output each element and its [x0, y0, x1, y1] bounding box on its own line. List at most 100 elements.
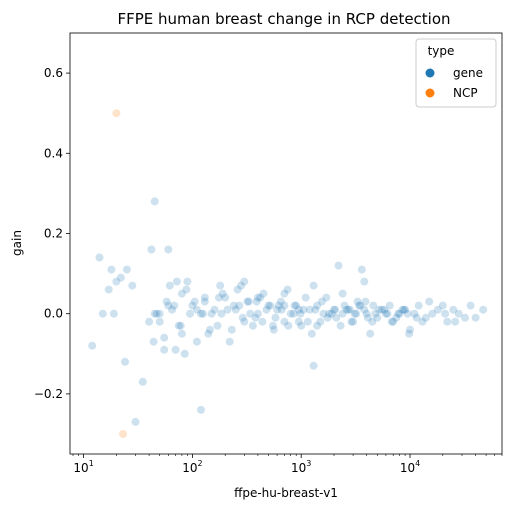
x-tick-label: 101	[73, 459, 93, 475]
data-point-gene	[401, 305, 410, 314]
data-point-gene	[221, 293, 230, 302]
data-point-gene	[385, 301, 394, 310]
data-point-gene	[214, 293, 223, 302]
data-point-gene	[183, 277, 192, 286]
data-point-gene	[274, 301, 283, 310]
data-point-gene	[392, 313, 401, 322]
data-point-gene	[332, 313, 341, 322]
data-point-gene	[88, 341, 97, 350]
data-point-gene	[387, 317, 396, 326]
data-point-gene	[381, 309, 390, 318]
data-point-gene	[277, 305, 286, 314]
data-point-gene	[313, 301, 322, 310]
data-point-gene	[290, 301, 299, 310]
data-point-gene	[155, 309, 164, 318]
data-point-gene	[145, 317, 154, 326]
data-point-gene	[433, 305, 442, 314]
y-tick-label: 0.0	[44, 307, 63, 321]
data-point-gene	[322, 293, 331, 302]
data-point-gene	[259, 289, 268, 298]
data-point-gene	[160, 333, 169, 342]
data-point-gene	[258, 317, 267, 326]
data-point-gene	[400, 305, 408, 314]
data-point-gene	[336, 321, 345, 330]
data-point-gene	[375, 305, 384, 314]
data-point-gene	[164, 245, 173, 254]
data-point-gene	[313, 321, 322, 330]
data-point-gene	[229, 301, 238, 310]
data-point-gene	[253, 309, 262, 318]
data-point-gene	[289, 309, 298, 318]
y-tick-label: −0.2	[34, 387, 63, 401]
data-point-gene	[251, 313, 260, 322]
data-point-gene	[357, 265, 366, 274]
data-point-gene	[246, 309, 255, 318]
data-point-gene	[256, 293, 265, 302]
data-point-gene	[238, 313, 247, 322]
data-point-gene	[418, 317, 427, 326]
data-point-gene	[395, 309, 404, 318]
data-point-gene	[403, 309, 412, 318]
data-point-gene	[253, 293, 262, 302]
data-point-gene	[454, 309, 463, 318]
data-point-gene	[207, 309, 216, 318]
data-point-gene	[405, 329, 414, 338]
data-point-gene	[197, 405, 205, 414]
data-point-gene	[305, 305, 314, 314]
data-point-gene	[227, 325, 236, 334]
data-point-gene	[317, 297, 326, 306]
data-point-gene	[150, 309, 159, 318]
data-point-gene	[172, 277, 181, 286]
data-point-gene	[122, 265, 131, 274]
data-point-gene	[95, 253, 104, 262]
data-point-gene	[240, 277, 249, 286]
data-point-gene	[152, 309, 161, 318]
data-point-gene	[362, 309, 371, 318]
data-point-gene	[461, 313, 469, 322]
data-points	[88, 109, 488, 438]
data-point-gene	[213, 321, 222, 330]
data-point-gene	[479, 305, 488, 314]
data-point-gene	[177, 289, 186, 298]
data-point-gene	[394, 309, 403, 318]
data-point-gene	[344, 305, 353, 314]
data-point-gene	[192, 305, 201, 314]
data-point-gene	[466, 301, 475, 310]
data-point-gene	[204, 329, 213, 338]
data-point-gene	[355, 301, 364, 310]
data-point-gene	[266, 301, 275, 310]
data-point-gene	[171, 345, 180, 354]
x-axis-label: ffpe-hu-breast-v1	[234, 486, 338, 500]
data-point-gene	[297, 321, 306, 330]
data-point-gene	[150, 197, 159, 206]
data-point-gene	[311, 305, 320, 314]
data-point-gene	[299, 305, 308, 314]
data-point-gene	[352, 309, 361, 318]
data-point-ncp	[112, 109, 121, 118]
data-point-gene	[428, 309, 437, 318]
data-point-gene	[414, 301, 423, 310]
data-point-gene	[217, 309, 226, 318]
data-point-gene	[438, 301, 447, 310]
data-point-gene	[350, 309, 359, 318]
data-point-gene	[200, 293, 209, 302]
data-point-gene	[165, 281, 174, 290]
data-point-gene	[160, 345, 169, 354]
y-tick-label: 0.2	[44, 227, 63, 241]
data-point-gene	[197, 309, 205, 318]
data-point-gene	[383, 309, 392, 318]
data-point-gene	[109, 309, 118, 318]
data-point-gene	[338, 289, 347, 298]
data-point-gene	[280, 317, 289, 326]
data-point-gene	[233, 285, 242, 294]
data-point-gene	[323, 313, 332, 322]
data-point-gene	[271, 313, 280, 322]
legend: type gene NCP	[415, 38, 497, 108]
data-point-gene	[284, 321, 293, 330]
data-point-gene	[360, 277, 369, 286]
data-point-gene	[210, 305, 219, 314]
data-point-gene	[176, 321, 185, 330]
data-point-gene	[147, 245, 156, 254]
legend-title: type	[428, 44, 455, 58]
data-point-gene	[331, 305, 340, 314]
